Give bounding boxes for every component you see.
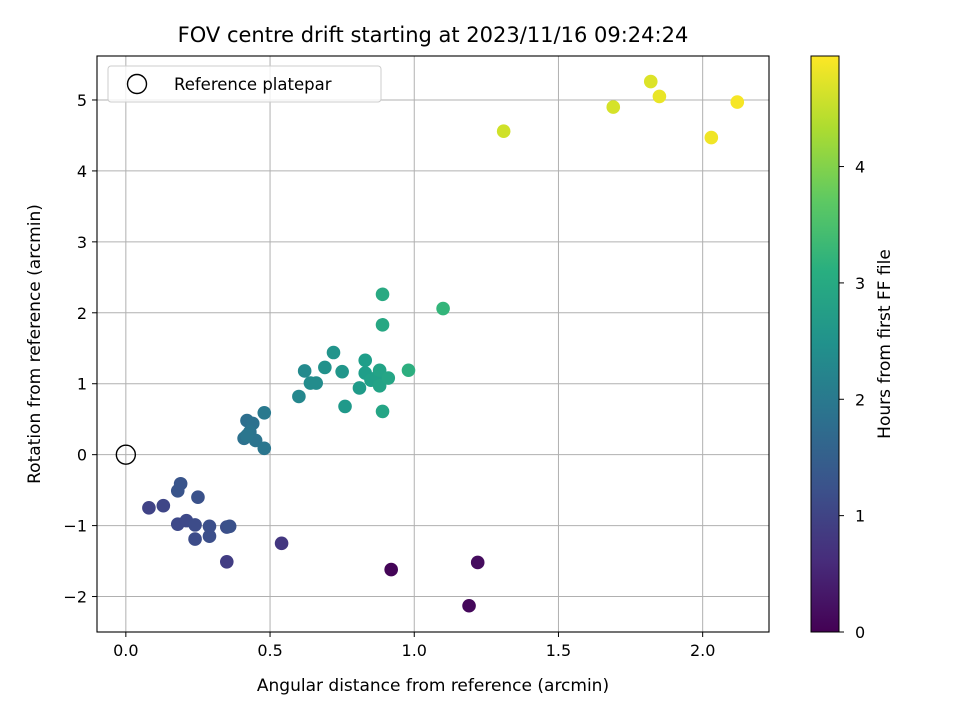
- chart-title: FOV centre drift starting at 2023/11/16 …: [178, 23, 689, 47]
- y-axis-ticks: −2 −1 0 1 2 3 4 5: [63, 91, 97, 607]
- data-point: [496, 124, 511, 138]
- data-point: [470, 555, 485, 570]
- x-tick-label: 2.0: [690, 641, 715, 660]
- reference-platepar-marker: [115, 444, 137, 465]
- colorbar-tick-label: 1: [855, 507, 865, 526]
- data-point: [292, 389, 306, 404]
- colorbar-ticks: 0 1 2 3 4: [839, 158, 865, 642]
- data-point: [188, 518, 202, 532]
- data-point: [240, 428, 254, 443]
- data-point: [142, 501, 156, 515]
- y-tick-label: 5: [77, 91, 87, 110]
- reference-marker-layer: [115, 444, 137, 465]
- data-point: [191, 490, 205, 505]
- x-tick-label: 0.0: [113, 641, 138, 660]
- colorbar-tick-label: 4: [855, 158, 865, 177]
- legend-reference-marker: [126, 73, 148, 95]
- x-axis-label: Angular distance from reference (arcmin): [257, 676, 609, 696]
- data-point: [257, 406, 272, 420]
- data-point: [202, 529, 217, 544]
- plot-frame: [96, 55, 770, 633]
- data-point: [375, 287, 390, 302]
- y-tick-label: 0: [77, 446, 87, 465]
- data-point: [188, 532, 202, 546]
- data-points: [142, 74, 745, 613]
- x-axis-ticks: 0.0 0.5 1.0 1.5 2.0: [113, 632, 715, 660]
- data-point: [219, 554, 234, 569]
- data-point: [652, 89, 667, 104]
- data-point: [352, 381, 367, 395]
- x-tick-label: 0.5: [257, 641, 282, 660]
- data-point: [202, 519, 217, 534]
- data-point: [381, 371, 396, 385]
- data-point: [375, 318, 390, 332]
- data-point: [173, 476, 188, 491]
- data-point: [274, 536, 289, 551]
- y-tick-label: −2: [63, 588, 87, 607]
- colorbar-tick-label: 0: [855, 623, 865, 642]
- x-tick-label: 1.5: [546, 641, 571, 660]
- data-point: [222, 519, 237, 534]
- y-tick-label: 2: [77, 304, 87, 323]
- y-tick-label: 4: [77, 162, 87, 181]
- data-point: [375, 404, 390, 419]
- y-tick-label: 3: [77, 233, 87, 252]
- data-point: [462, 598, 476, 613]
- x-tick-label: 1.0: [402, 641, 427, 660]
- y-tick-label: −1: [63, 517, 87, 536]
- grid: [97, 56, 769, 632]
- colorbar-tick-label: 3: [855, 274, 865, 293]
- data-point: [318, 360, 332, 375]
- data-point: [338, 399, 352, 414]
- colorbar-tick-label: 2: [855, 390, 865, 409]
- data-point: [297, 364, 312, 378]
- data-point: [401, 363, 416, 378]
- data-point: [384, 562, 398, 577]
- data-point: [358, 353, 373, 368]
- data-point: [436, 301, 450, 316]
- colorbar-gradient: [810, 55, 840, 633]
- y-tick-label: 1: [77, 375, 87, 394]
- y-axis-label: Rotation from reference (arcmin): [25, 204, 45, 484]
- data-point: [335, 364, 349, 379]
- legend: Reference platepar: [107, 65, 382, 103]
- data-point: [372, 379, 387, 393]
- legend-box: [107, 65, 382, 103]
- data-point: [730, 95, 745, 109]
- data-point: [643, 74, 658, 89]
- data-point: [156, 498, 171, 513]
- data-point: [309, 376, 323, 390]
- data-point: [606, 100, 621, 114]
- data-point: [704, 130, 719, 145]
- colorbar-label: Hours from first FF file: [875, 249, 895, 439]
- data-point: [372, 363, 387, 378]
- data-point: [326, 345, 341, 360]
- colorbar: 0 1 2 3 4 Hours from first FF file: [810, 55, 895, 642]
- data-point: [257, 441, 272, 456]
- legend-label-reference-platepar: Reference platepar: [174, 75, 332, 94]
